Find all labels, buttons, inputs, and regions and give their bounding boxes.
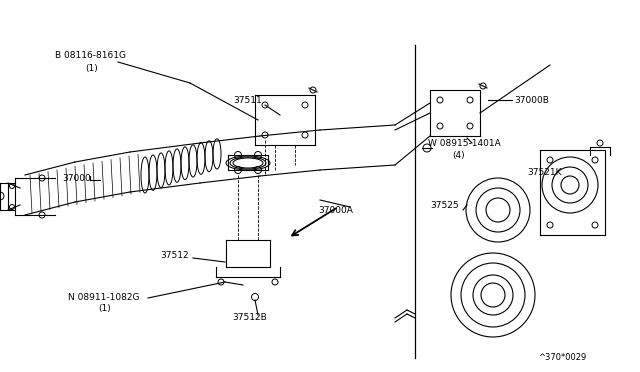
Text: 37000B: 37000B (514, 96, 549, 105)
Text: 37521K: 37521K (527, 167, 561, 176)
Text: ^370*0029: ^370*0029 (538, 353, 586, 362)
Text: (1): (1) (98, 305, 111, 314)
Text: (1): (1) (85, 64, 98, 73)
Text: B 08116-8161G: B 08116-8161G (55, 51, 126, 60)
Text: 37512: 37512 (160, 250, 189, 260)
Text: 37000A: 37000A (318, 205, 353, 215)
Text: N 08911-1082G: N 08911-1082G (68, 294, 140, 302)
Text: 37525: 37525 (430, 201, 459, 209)
Text: W 08915-1401A: W 08915-1401A (428, 138, 500, 148)
Text: 37511: 37511 (233, 96, 262, 105)
Text: 37512B: 37512B (232, 314, 267, 323)
Text: (4): (4) (452, 151, 465, 160)
Text: 37000: 37000 (62, 173, 91, 183)
